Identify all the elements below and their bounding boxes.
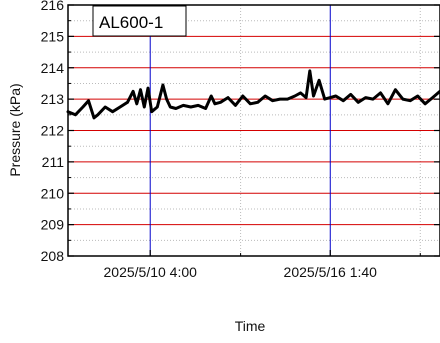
- y-tick-label: 211: [42, 154, 65, 170]
- series-layer: [66, 69, 440, 120]
- y-tick-label: 214: [41, 60, 65, 76]
- y-tick-label: 210: [41, 185, 65, 201]
- annotation-frame: [92, 5, 187, 37]
- y-axis-title: Pressure (kPa): [7, 83, 23, 176]
- y-tick-label: 208: [41, 248, 65, 264]
- annotation-label: AL600-1: [99, 13, 163, 32]
- x-axis-title: Time: [235, 318, 266, 334]
- tick-layer: 208 209 210 211 212 213 214 215 216 2025/5/10 4:0…: [41, 0, 440, 280]
- y-tick-label: 213: [41, 91, 65, 107]
- y-tick-label: 209: [41, 217, 65, 233]
- y-tick-label: 216: [41, 0, 65, 13]
- series-line: [66, 69, 440, 120]
- y-tick-label: 212: [41, 123, 65, 139]
- x-tick-label: 2025/5/10 4:00: [104, 264, 198, 280]
- y-tick-label: 215: [41, 28, 65, 44]
- annotation-box: AL600-1: [92, 5, 187, 37]
- grid-layer: [67, 5, 440, 256]
- x-tick-label: 2025/5/16 1:40: [284, 264, 378, 280]
